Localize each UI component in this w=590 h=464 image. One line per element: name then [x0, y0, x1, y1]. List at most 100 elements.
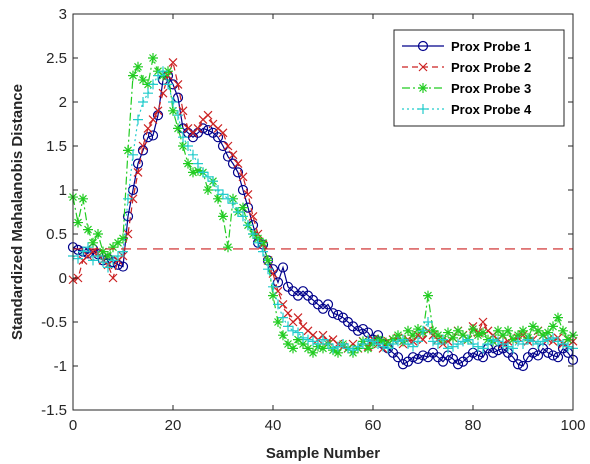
series-4-point	[538, 336, 548, 347]
series-4-point	[288, 325, 298, 336]
legend-item-prox-probe-4: Prox Probe 4	[402, 102, 532, 117]
series-1-point	[527, 347, 539, 358]
series-3-point	[203, 185, 213, 195]
series-3-point	[363, 343, 373, 354]
series-4-point	[338, 339, 348, 349]
y-tick-label: -1.5	[41, 402, 67, 419]
series-4-point	[478, 343, 488, 354]
series-1-point	[512, 359, 524, 370]
series-3-point	[308, 347, 318, 358]
series-layer	[67, 53, 579, 372]
series-3-point	[293, 334, 303, 345]
series-1-point	[532, 350, 544, 361]
series-1-point	[322, 299, 334, 310]
series-4-point	[523, 334, 533, 345]
series-3-point	[413, 324, 423, 335]
series-4-point	[493, 336, 503, 347]
series-4	[68, 66, 578, 356]
series-2-point	[233, 159, 243, 169]
x-tick-label: 60	[365, 417, 382, 434]
series-3-point	[333, 347, 343, 358]
series-3-point	[273, 317, 283, 327]
series-1-point	[237, 184, 249, 196]
series-3-point	[548, 321, 558, 332]
series-4-point	[558, 339, 568, 349]
series-4-point	[468, 339, 478, 349]
series-3-point	[138, 75, 148, 85]
series-3-point	[238, 202, 248, 213]
series-4-point	[563, 341, 573, 352]
series-4-point	[228, 198, 238, 209]
series-1-point	[232, 167, 244, 178]
series-4-point	[463, 334, 473, 345]
series-line-4	[72, 70, 574, 351]
series-4-point	[198, 167, 208, 178]
series-3-point	[448, 332, 458, 343]
series-2-point	[418, 335, 428, 345]
series-4-point	[263, 264, 273, 275]
series-4-point	[78, 246, 88, 257]
series-4-point	[398, 334, 408, 345]
series-1-point	[552, 352, 564, 363]
series-4-point	[183, 141, 193, 151]
series-3-point	[428, 325, 438, 336]
series-4-point	[258, 246, 268, 257]
series-2-point	[143, 123, 153, 133]
series-2-point	[138, 141, 148, 151]
legend-marker-3	[418, 83, 428, 93]
y-tick-label: 0.5	[46, 226, 67, 243]
series-1-point	[547, 350, 559, 361]
series-1-point	[142, 132, 154, 143]
series-3-point	[558, 325, 568, 336]
series-2-point	[168, 57, 178, 67]
series-4-point	[388, 339, 398, 349]
series-4-point	[343, 343, 353, 354]
series-2-point	[248, 211, 258, 221]
series-3-point	[498, 330, 508, 341]
series-4-point	[238, 211, 248, 222]
series-1-point	[487, 347, 499, 358]
series-4-point	[248, 229, 258, 239]
series-4-point	[168, 97, 178, 107]
series-4-point	[328, 343, 338, 354]
series-4-point	[383, 343, 393, 354]
series-4-point	[503, 341, 513, 352]
series-3-point	[408, 330, 418, 341]
series-1-point	[277, 262, 289, 273]
series-2-point	[203, 110, 213, 120]
series-3-point	[458, 330, 468, 341]
series-3-point	[98, 246, 108, 257]
series-4-point	[213, 185, 223, 195]
legend-label-3: Prox Probe 3	[451, 81, 531, 96]
series-4-point	[323, 339, 333, 349]
series-4-point	[393, 336, 403, 347]
series-1-point	[147, 130, 159, 141]
series-4-point	[303, 334, 313, 345]
series-4-point	[123, 193, 133, 204]
series-3-point	[128, 70, 138, 81]
series-3-point	[303, 343, 313, 354]
series-3-point	[403, 325, 413, 336]
x-tick-label: 20	[165, 417, 182, 434]
series-3-point	[123, 145, 133, 156]
legend-label-2: Prox Probe 2	[451, 60, 531, 75]
y-tick-label: -1	[54, 358, 67, 375]
series-1-point	[332, 309, 344, 321]
series-2-point	[218, 128, 228, 138]
series-3-point	[113, 237, 123, 248]
series-2-point	[478, 317, 488, 327]
series-4-point	[313, 339, 323, 349]
series-3-point	[73, 217, 83, 228]
series-3-point	[83, 224, 93, 235]
series-2-point	[193, 123, 203, 133]
series-4-point	[93, 251, 103, 261]
series-1-point	[452, 359, 464, 370]
series-2-point	[133, 167, 143, 177]
series-1-point	[212, 132, 224, 143]
series-4-point	[428, 336, 438, 347]
series-4-point	[143, 88, 153, 99]
legend-marker-2	[418, 62, 428, 72]
series-3-point	[103, 251, 113, 261]
series-4-point	[443, 343, 453, 354]
series-2-point	[283, 308, 293, 318]
